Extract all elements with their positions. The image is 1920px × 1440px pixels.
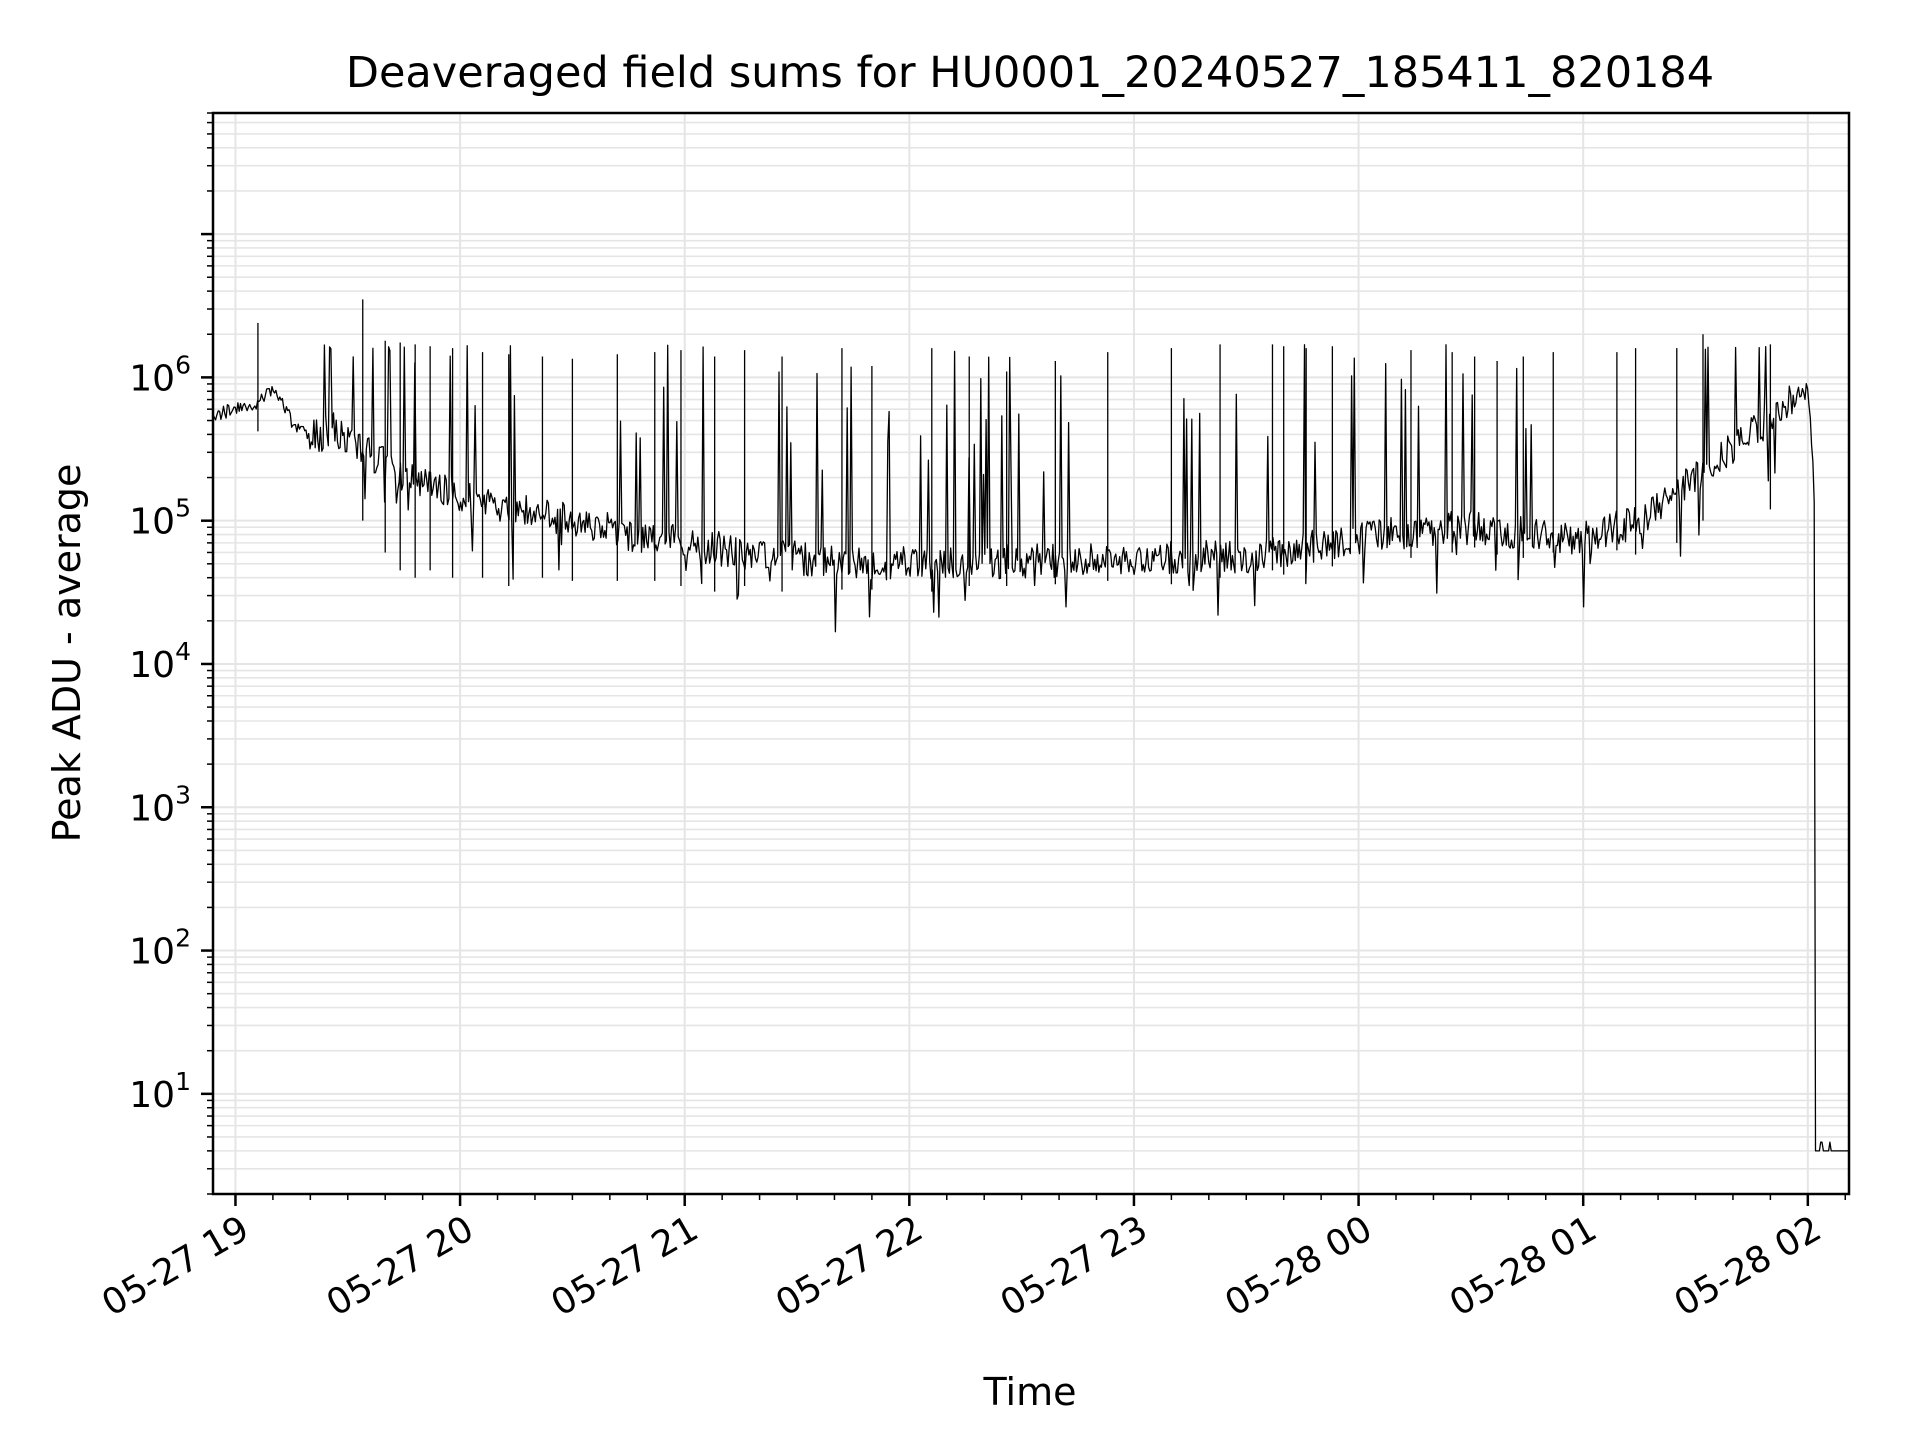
plot-frame — [211, 111, 1851, 1196]
x-tick-label: 05-27 22 — [769, 1208, 930, 1324]
y-tick-label: 104 — [129, 637, 191, 686]
x-axis-label: Time — [983, 1370, 1077, 1414]
series-layer — [212, 299, 1849, 1152]
y-tick-label: 102 — [129, 924, 191, 973]
x-tick-label: 05-27 19 — [95, 1208, 256, 1324]
y-tick-label: 105 — [129, 494, 191, 543]
series-line — [212, 344, 1849, 1152]
y-axis-label: Peak ADU - average — [45, 464, 89, 843]
x-tick-label: 05-28 00 — [1218, 1208, 1379, 1324]
x-tick-label: 05-27 20 — [320, 1208, 481, 1324]
chart-title: Deaveraged field sums for HU0001_2024052… — [346, 48, 1714, 98]
x-tick-label: 05-27 21 — [545, 1208, 706, 1324]
grid — [213, 112, 1849, 1195]
y-tick-label: 103 — [129, 780, 191, 829]
y-tick-label: 101 — [129, 1067, 191, 1116]
x-tick-label: 05-28 01 — [1443, 1208, 1604, 1324]
x-tick-label: 05-27 23 — [994, 1208, 1155, 1324]
x-tick-label: 05-28 02 — [1668, 1208, 1829, 1324]
y-tick-label: 106 — [129, 350, 191, 399]
